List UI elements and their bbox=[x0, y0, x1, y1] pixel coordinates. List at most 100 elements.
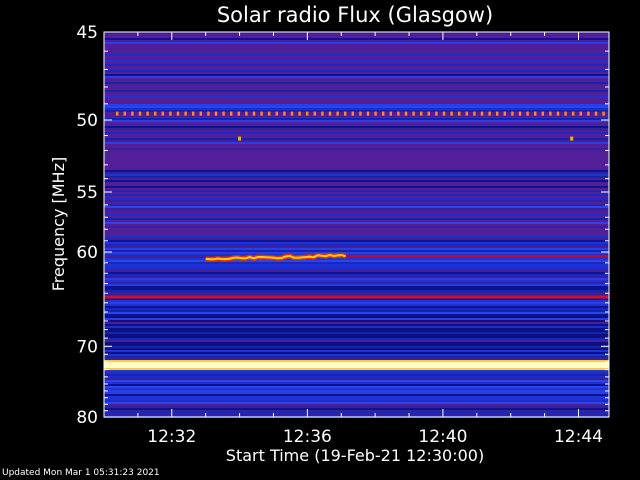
interference-dot bbox=[473, 111, 476, 116]
interference-dot bbox=[442, 111, 446, 116]
chart-title: Solar radio Flux (Glasgow) bbox=[217, 3, 493, 27]
spectrum-row bbox=[104, 154, 609, 156]
spectrum-row bbox=[104, 78, 609, 80]
y-tick-label: 70 bbox=[76, 337, 98, 357]
spectrum-row bbox=[104, 118, 609, 120]
y-tick-label: 60 bbox=[76, 243, 98, 263]
spectrum-row bbox=[104, 242, 609, 244]
spectrum-row bbox=[104, 140, 609, 142]
spectrum-row bbox=[104, 174, 609, 176]
interference-dot bbox=[389, 111, 392, 116]
x-tick-label: 12:36 bbox=[283, 427, 332, 447]
spectrum-row bbox=[104, 236, 609, 238]
spectrum-row bbox=[104, 238, 609, 240]
spectrum-row bbox=[104, 36, 609, 38]
interference-dot bbox=[321, 111, 324, 116]
spectrum-row bbox=[104, 412, 609, 414]
spectrum-row bbox=[104, 332, 609, 334]
interference-dot bbox=[488, 111, 491, 116]
spectrum-row bbox=[104, 198, 609, 200]
spectrum-row bbox=[104, 124, 609, 126]
spectrum-row bbox=[104, 396, 609, 398]
spectrum-row bbox=[104, 192, 609, 194]
interference-dot bbox=[526, 111, 529, 116]
spectrum-row bbox=[104, 128, 609, 130]
spectrum-row bbox=[104, 92, 609, 94]
interference-dot bbox=[351, 111, 354, 116]
spectrum-row bbox=[104, 112, 609, 114]
spectrum-row bbox=[104, 306, 609, 308]
interference-dot bbox=[382, 111, 385, 116]
spectrum-row bbox=[104, 144, 609, 146]
spectrum-row bbox=[104, 182, 609, 184]
spectrum-row bbox=[104, 280, 609, 282]
spectrum-row bbox=[104, 380, 609, 382]
spectrum-row bbox=[104, 358, 609, 360]
interference-dot bbox=[397, 111, 400, 116]
spectrum-row bbox=[104, 208, 609, 210]
spectrum-row bbox=[104, 282, 609, 284]
interference-dot bbox=[534, 111, 537, 116]
interference-dot bbox=[238, 136, 242, 141]
spectrum-row bbox=[104, 196, 609, 198]
spectrum-row bbox=[104, 54, 609, 56]
spectrum-row bbox=[104, 218, 609, 220]
spectrum-row bbox=[104, 46, 609, 48]
spectrum-row bbox=[104, 262, 609, 264]
y-axis-label: Frequency [MHz] bbox=[49, 157, 68, 291]
spectrum-row bbox=[104, 40, 609, 42]
interference-dot bbox=[564, 111, 567, 116]
spectrum-row bbox=[104, 328, 609, 330]
spectrum-row bbox=[104, 340, 609, 342]
spectrum-row bbox=[104, 84, 609, 86]
spectrum-row bbox=[104, 248, 609, 250]
interference-dot bbox=[328, 111, 332, 116]
spectrum-row bbox=[104, 224, 609, 226]
spectrum-row bbox=[104, 148, 609, 150]
spectrum-row bbox=[104, 66, 609, 68]
spectrum-row bbox=[104, 48, 609, 50]
spectrum-row bbox=[104, 138, 609, 140]
spectrum-row bbox=[104, 292, 609, 294]
interference-dot bbox=[154, 111, 157, 116]
spectrum-row bbox=[104, 102, 609, 104]
spectrum-row bbox=[104, 100, 609, 102]
spectrum-row bbox=[104, 294, 609, 296]
interference-dot bbox=[252, 111, 256, 116]
spectrum-row bbox=[104, 300, 609, 302]
spectrum-row bbox=[104, 68, 609, 70]
spectrum-row bbox=[104, 406, 609, 408]
emission-band bbox=[341, 254, 609, 258]
interference-dot bbox=[230, 111, 233, 116]
spectrum-row bbox=[104, 76, 609, 78]
interference-dot bbox=[161, 111, 164, 116]
spectrum-row bbox=[104, 44, 609, 46]
interference-dot bbox=[420, 111, 423, 116]
spectrum-row bbox=[104, 326, 609, 328]
interference-dot bbox=[572, 111, 575, 116]
spectrum-row bbox=[104, 206, 609, 208]
spectrum-row bbox=[104, 400, 609, 402]
spectrum-row bbox=[104, 250, 609, 252]
spectrum-row bbox=[104, 180, 609, 182]
spectrum-row bbox=[104, 110, 609, 112]
plot-frame bbox=[103, 31, 610, 418]
spectrum-row bbox=[104, 172, 609, 174]
spectrum-row bbox=[104, 272, 609, 274]
y-tick-label: 80 bbox=[76, 408, 98, 428]
spectrum-row bbox=[104, 74, 609, 76]
spectrum-row bbox=[104, 268, 609, 270]
interference-dot bbox=[412, 111, 415, 116]
updated-timestamp: Updated Mon Mar 1 05:31:23 2021 bbox=[2, 468, 160, 478]
spectrum-row bbox=[104, 98, 609, 100]
interference-dot bbox=[138, 111, 142, 116]
emission-band-edge bbox=[104, 368, 609, 371]
spectrum-row bbox=[104, 70, 609, 72]
spectrum-row bbox=[104, 318, 609, 320]
spectrum-row bbox=[104, 164, 609, 166]
spectrum-row bbox=[104, 56, 609, 58]
spectrum-row bbox=[104, 392, 609, 394]
y-tick-label: 55 bbox=[76, 183, 98, 203]
spectrum-row bbox=[104, 382, 609, 384]
spectrum-row bbox=[104, 202, 609, 204]
